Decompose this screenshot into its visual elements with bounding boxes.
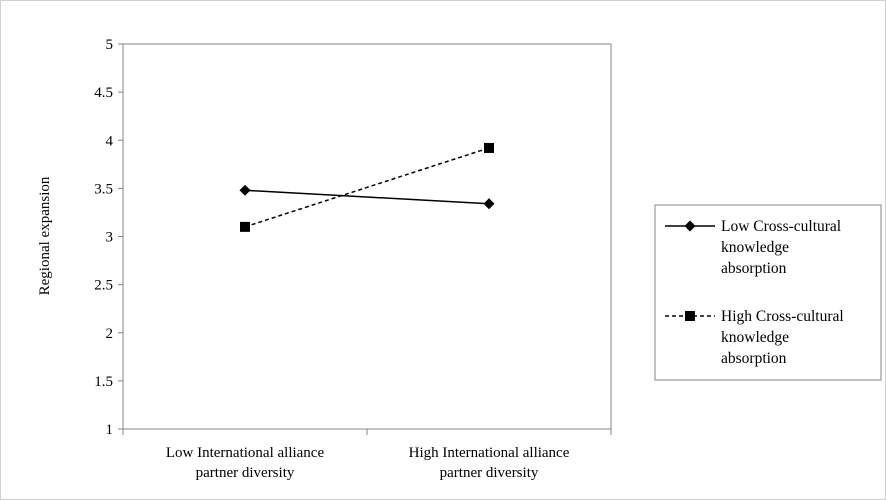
plot-area	[122, 43, 612, 430]
x-tick-label-line: High International alliance	[409, 445, 570, 461]
x-tick-label: High International alliance partner diver…	[409, 445, 570, 481]
series-high-absorption-marker	[240, 221, 250, 232]
legend-low-absorption-label-line: knowledge	[721, 239, 789, 256]
series-high-absorption-line	[244, 147, 490, 228]
y-tick-label: 4	[106, 133, 114, 149]
x-tick-label: Low International alliance partner divers…	[166, 445, 325, 481]
legend-high-absorption-label-line: absorption	[721, 350, 787, 367]
legend-high-absorption-swatch-marker	[685, 311, 695, 321]
legend: Low Cross-cultural knowledge absorptionHig…	[654, 204, 882, 381]
series-high-absorption-marker	[484, 142, 494, 153]
legend-low-absorption-label-line: absorption	[721, 260, 787, 277]
legend-high-absorption-label: High Cross-cultural knowledge absorption	[721, 308, 844, 367]
y-tick-label: 4.5	[94, 85, 113, 101]
legend-low-absorption-swatch-marker	[684, 220, 696, 232]
x-tick-label-line: partner diversity	[440, 465, 539, 481]
x-tick-label-line: Low International alliance	[166, 445, 325, 461]
series-low-absorption-marker	[483, 198, 495, 210]
y-tick-label: 2.5	[94, 278, 113, 294]
legend-low-absorption-label: Low Cross-cultural knowledge absorption	[721, 218, 841, 277]
y-tick-label: 1.5	[94, 374, 113, 390]
legend-box	[654, 204, 882, 381]
legend-low-absorption-label-line: Low Cross-cultural	[721, 218, 841, 235]
y-axis: 1 1.5 2 2.5 3 3.5 4 4.5 5	[94, 37, 123, 438]
x-axis: Low International alliance partner divers…	[122, 429, 612, 481]
y-axis-title: Regional expansion	[37, 176, 53, 295]
series-low-absorption-line	[244, 189, 490, 205]
y-tick-label: 3	[106, 230, 114, 246]
legend-high-absorption-label-line: knowledge	[721, 329, 789, 346]
y-tick-label: 5	[106, 37, 114, 53]
x-tick-label-line: partner diversity	[196, 465, 295, 481]
y-tick-label: 3.5	[94, 181, 113, 197]
legend-high-absorption-label-line: High Cross-cultural	[721, 308, 844, 325]
series-layer	[239, 142, 495, 232]
y-tick-label: 2	[106, 326, 114, 342]
series-low-absorption-marker	[239, 184, 251, 196]
y-tick-label: 1	[106, 422, 114, 438]
